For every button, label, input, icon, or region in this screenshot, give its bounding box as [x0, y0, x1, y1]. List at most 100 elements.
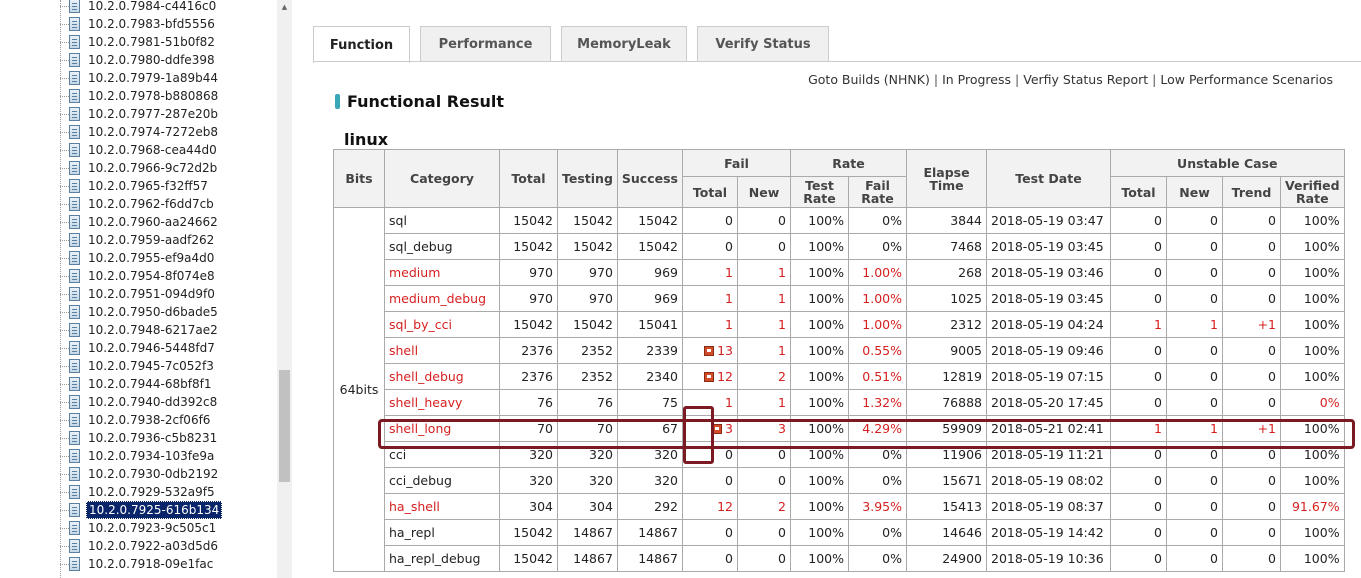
tree-item[interactable]: 10.2.0.7962-f6dd7cb — [60, 195, 216, 213]
tree-item[interactable]: 10.2.0.7945-7c052f3 — [60, 357, 216, 375]
category-cell[interactable]: sql_debug — [384, 233, 500, 260]
tree-item[interactable]: 10.2.0.7922-a03d5d6 — [60, 537, 220, 555]
build-document-icon — [69, 251, 80, 265]
tree-item[interactable]: 10.2.0.7965-f32ff57 — [60, 177, 210, 195]
tree-item-label[interactable]: 10.2.0.7925-616b134 — [86, 501, 223, 519]
tree-item[interactable]: 10.2.0.7981-51b0f82 — [60, 33, 217, 51]
tree-item-label[interactable]: 10.2.0.7959-aadf262 — [88, 233, 215, 247]
tree-item[interactable]: 10.2.0.7950-d6bade5 — [60, 303, 220, 321]
category-cell[interactable]: sql_by_cci — [384, 311, 500, 338]
tree-item[interactable]: 10.2.0.7959-aadf262 — [60, 231, 216, 249]
tree-item[interactable]: 10.2.0.7951-094d9f0 — [60, 285, 217, 303]
tree-item[interactable]: 10.2.0.7954-8f074e8 — [60, 267, 217, 285]
tree-item[interactable]: 10.2.0.7944-68bf8f1 — [60, 375, 213, 393]
category-cell[interactable]: shell_heavy — [384, 389, 500, 416]
category-cell[interactable]: ha_shell — [384, 493, 500, 520]
tree-item[interactable]: 10.2.0.7936-c5b8231 — [60, 429, 219, 447]
tree-item-label[interactable]: 10.2.0.7930-0db2192 — [88, 467, 219, 481]
tree-item-label[interactable]: 10.2.0.7983-bfd5556 — [88, 17, 215, 31]
category-cell[interactable]: ha_repl_debug — [384, 545, 500, 572]
tree-item-label[interactable]: 10.2.0.7951-094d9f0 — [88, 287, 215, 301]
category-cell[interactable]: cci_debug — [384, 467, 500, 494]
tree-item-label[interactable]: 10.2.0.7934-103fe9a — [88, 449, 215, 463]
tree-item-label[interactable]: 10.2.0.7955-ef9a4d0 — [88, 251, 215, 265]
tree-item-label[interactable]: 10.2.0.7938-2cf06f6 — [88, 413, 211, 427]
category-cell[interactable]: shell_debug — [384, 363, 500, 390]
tree-item-label[interactable]: 10.2.0.7966-9c72d2b — [88, 161, 218, 175]
tree-item-label[interactable]: 10.2.0.7945-7c052f3 — [88, 359, 214, 373]
fail-report-icon[interactable] — [704, 372, 715, 382]
tab-function[interactable]: Function — [313, 26, 410, 63]
scrollbar-thumb[interactable] — [279, 370, 290, 482]
category-cell[interactable]: medium — [384, 259, 500, 286]
tree-item[interactable]: 10.2.0.7930-0db2192 — [60, 465, 220, 483]
tree-item-label[interactable]: 10.2.0.7960-aa24662 — [88, 215, 218, 229]
tree-item-label[interactable]: 10.2.0.7981-51b0f82 — [88, 35, 215, 49]
fail-report-icon[interactable] — [704, 346, 715, 356]
tree-item-label[interactable]: 10.2.0.7929-532a9f5 — [88, 485, 215, 499]
tree-item[interactable]: 10.2.0.7978-b880868 — [60, 87, 220, 105]
tree-item[interactable]: 10.2.0.7983-bfd5556 — [60, 15, 217, 33]
tree-item[interactable]: 10.2.0.7960-aa24662 — [60, 213, 220, 231]
unstable-total-cell-value: 0 — [1154, 551, 1162, 566]
tree-item-label[interactable]: 10.2.0.7954-8f074e8 — [88, 269, 215, 283]
category-cell[interactable]: medium_debug — [384, 285, 500, 312]
tree-item[interactable]: 10.2.0.7974-7272eb8 — [60, 123, 220, 141]
tree-item-label[interactable]: 10.2.0.7980-ddfe398 — [88, 53, 215, 67]
tree-scrollbar[interactable]: ▲ — [277, 0, 292, 578]
tab-verify-status[interactable]: Verify Status — [697, 26, 829, 61]
tree-item[interactable]: 10.2.0.7984-c4416c0 — [60, 0, 218, 15]
tree-item[interactable]: 10.2.0.7929-532a9f5 — [60, 483, 217, 501]
tree-item-label[interactable]: 10.2.0.7979-1a89b44 — [88, 71, 218, 85]
tree-item-label[interactable]: 10.2.0.7948-6217ae2 — [88, 323, 218, 337]
tree-item[interactable]: 10.2.0.7923-9c505c1 — [60, 519, 218, 537]
tree-item-label[interactable]: 10.2.0.7940-dd392c8 — [88, 395, 218, 409]
fail-report-icon[interactable] — [712, 424, 723, 434]
category-cell[interactable]: ha_repl — [384, 519, 500, 546]
tree-item-label[interactable]: 10.2.0.7968-cea44d0 — [88, 143, 217, 157]
in-progress-link[interactable]: In Progress — [942, 72, 1012, 87]
tree-item-label[interactable]: 10.2.0.7977-287e20b — [88, 107, 219, 121]
goto-builds-link[interactable]: Goto Builds (NHNK) — [808, 72, 930, 87]
tree-item[interactable]: 10.2.0.7946-5448fd7 — [60, 339, 217, 357]
tree-item-label[interactable]: 10.2.0.7962-f6dd7cb — [88, 197, 214, 211]
verify-status-report-link[interactable]: Verfiy Status Report — [1023, 72, 1149, 87]
tree-item[interactable]: 10.2.0.7948-6217ae2 — [60, 321, 220, 339]
tree-item[interactable]: 10.2.0.7918-09e1fac — [60, 555, 215, 573]
tree-item[interactable]: 10.2.0.7968-cea44d0 — [60, 141, 219, 159]
tree-item-label[interactable]: 10.2.0.7950-d6bade5 — [88, 305, 218, 319]
unstable-new-cell-value: 0 — [1210, 473, 1218, 488]
category-cell[interactable]: cci — [384, 441, 500, 468]
tab-performance[interactable]: Performance — [420, 26, 551, 61]
tree-item[interactable]: 10.2.0.7977-287e20b — [60, 105, 220, 123]
tree-item-label[interactable]: 10.2.0.7918-09e1fac — [88, 557, 214, 571]
tree-item-label[interactable]: 10.2.0.7974-7272eb8 — [88, 125, 219, 139]
tree-item[interactable]: 10.2.0.7979-1a89b44 — [60, 69, 220, 87]
tree-item-label[interactable]: 10.2.0.7984-c4416c0 — [88, 0, 217, 13]
tree-item-label[interactable]: 10.2.0.7944-68bf8f1 — [88, 377, 212, 391]
tree-item[interactable]: 10.2.0.7940-dd392c8 — [60, 393, 219, 411]
success-cell-value: 14867 — [638, 525, 678, 540]
low-performance-link[interactable]: Low Performance Scenarios — [1160, 72, 1333, 87]
tree-item[interactable]: 10.2.0.7925-616b134 — [60, 501, 223, 519]
tree-item[interactable]: 10.2.0.7955-ef9a4d0 — [60, 249, 216, 267]
unstable-trend-cell-value: 0 — [1268, 213, 1276, 228]
tree-item-label[interactable]: 10.2.0.7923-9c505c1 — [88, 521, 217, 535]
category-cell[interactable]: sql — [384, 207, 500, 234]
tree-item[interactable]: 10.2.0.7966-9c72d2b — [60, 159, 219, 177]
tree-item-label[interactable]: 10.2.0.7965-f32ff57 — [88, 179, 208, 193]
tree-item[interactable]: 10.2.0.7980-ddfe398 — [60, 51, 217, 69]
category-cell[interactable]: shell — [384, 337, 500, 364]
unstable-total-cell: 0 — [1110, 259, 1167, 286]
scroll-up-arrow-icon[interactable]: ▲ — [281, 3, 288, 11]
tree-item-label[interactable]: 10.2.0.7936-c5b8231 — [88, 431, 218, 445]
tab-memoryleak[interactable]: MemoryLeak — [561, 26, 687, 61]
tree-item-label[interactable]: 10.2.0.7922-a03d5d6 — [88, 539, 218, 553]
category-cell[interactable]: shell_long — [384, 415, 500, 442]
tree-item-label[interactable]: 10.2.0.7946-5448fd7 — [88, 341, 215, 355]
tree-item[interactable]: 10.2.0.7938-2cf06f6 — [60, 411, 212, 429]
tree-item-label[interactable]: 10.2.0.7978-b880868 — [88, 89, 219, 103]
fail-new-cell: 1 — [737, 337, 791, 364]
tree-item[interactable]: 10.2.0.7934-103fe9a — [60, 447, 216, 465]
category-cell-value: ha_repl — [389, 525, 435, 540]
